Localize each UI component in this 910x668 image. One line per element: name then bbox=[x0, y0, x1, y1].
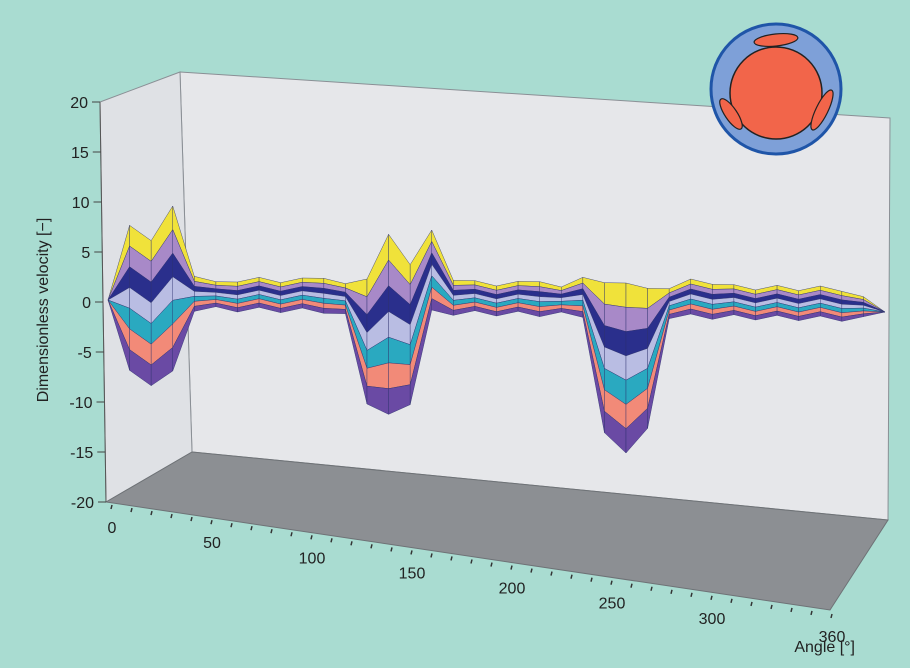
y-tick-label: -10 bbox=[69, 395, 92, 412]
surface-patch bbox=[539, 296, 562, 302]
x-tick-mark bbox=[710, 595, 713, 601]
surface-patch bbox=[453, 280, 476, 286]
x-tick-mark bbox=[330, 538, 333, 543]
rotor-icon bbox=[709, 22, 843, 156]
x-tick-mark bbox=[110, 504, 113, 510]
x-axis-label: Angle [°] bbox=[794, 639, 855, 656]
x-tick-mark bbox=[650, 586, 653, 591]
x-tick-mark bbox=[150, 510, 153, 516]
x-tick-mark bbox=[450, 556, 453, 561]
y-ticks: 20 15 10 5 0 -5 -10 -15 -20 bbox=[69, 95, 106, 512]
x-tick-mark bbox=[770, 604, 773, 610]
surface-patch bbox=[712, 284, 735, 290]
x-tick-mark bbox=[630, 583, 633, 588]
x-tick-mark bbox=[750, 601, 753, 607]
x-tick-label: 200 bbox=[499, 581, 526, 598]
x-tick-mark bbox=[130, 507, 133, 513]
x-tick-label: 50 bbox=[203, 535, 221, 552]
chart-floor bbox=[104, 451, 889, 611]
x-tick-mark bbox=[430, 553, 433, 558]
y-tick-label: -20 bbox=[71, 495, 94, 512]
y-tick-label: 5 bbox=[81, 245, 90, 262]
x-tick-label: 250 bbox=[599, 596, 626, 613]
surface-patch bbox=[625, 307, 648, 332]
x-tick-mark bbox=[810, 610, 813, 616]
x-tick-mark bbox=[530, 568, 533, 573]
x-tick-mark bbox=[490, 562, 493, 567]
x-tick-mark bbox=[830, 613, 833, 619]
x-tick-mark bbox=[290, 532, 293, 537]
surface-patch bbox=[604, 282, 627, 308]
x-tick-mark bbox=[510, 565, 513, 570]
x-tick-label: 100 bbox=[299, 550, 326, 567]
x-tick-mark bbox=[690, 592, 693, 597]
y-tick-label: 0 bbox=[82, 295, 91, 312]
y-tick-label: 10 bbox=[72, 195, 90, 212]
x-tick-mark bbox=[590, 577, 593, 582]
x-tick-mark bbox=[250, 526, 253, 531]
x-ticks: 0 50 100 150 200 250 300 360 bbox=[108, 504, 846, 646]
x-tick-mark bbox=[390, 547, 393, 552]
y-tick-label: 20 bbox=[70, 95, 88, 112]
x-tick-mark bbox=[610, 580, 613, 585]
surface-patch bbox=[323, 308, 346, 314]
surface-patch bbox=[194, 291, 217, 297]
x-tick-mark bbox=[190, 516, 193, 522]
y-tick-label: 15 bbox=[71, 145, 89, 162]
x-tick-mark bbox=[410, 550, 413, 555]
y-tick-label: -5 bbox=[78, 345, 92, 362]
x-tick-label: 360 bbox=[819, 629, 846, 646]
x-tick-mark bbox=[210, 519, 213, 525]
surface-patch bbox=[863, 311, 886, 317]
x-tick-mark bbox=[570, 574, 573, 579]
x-tick-mark bbox=[230, 522, 233, 528]
x-tick-mark bbox=[470, 559, 473, 564]
x-tick-mark bbox=[730, 598, 733, 604]
x-tick-mark bbox=[170, 513, 173, 519]
x-tick-mark bbox=[270, 529, 273, 534]
y-axis-label: Dimensionless velocity [−] bbox=[35, 218, 52, 403]
x-tick-mark bbox=[670, 589, 673, 594]
surface-patch bbox=[388, 362, 411, 389]
x-tick-label: 300 bbox=[699, 611, 726, 628]
x-tick-mark bbox=[790, 607, 793, 613]
x-tick-mark bbox=[310, 535, 313, 540]
x-tick-label: 150 bbox=[399, 565, 426, 582]
x-tick-label: 0 bbox=[108, 520, 117, 537]
y-tick-label: -15 bbox=[70, 445, 93, 462]
x-tick-mark bbox=[550, 571, 553, 576]
x-tick-mark bbox=[350, 541, 353, 546]
velocity-surface bbox=[107, 205, 886, 454]
x-tick-mark bbox=[370, 544, 373, 549]
